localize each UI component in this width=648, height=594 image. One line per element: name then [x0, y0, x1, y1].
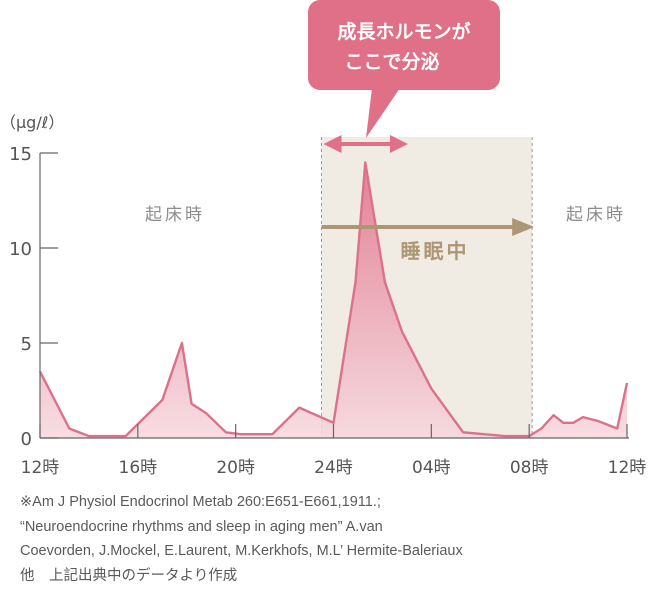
- wake-label-left: 起床時: [145, 205, 205, 225]
- source-note-line2: “Neuroendocrine rhythms and sleep in agi…: [20, 518, 383, 535]
- x-tick-label-6: 12時: [608, 458, 647, 478]
- wake-label-right: 起床時: [566, 205, 626, 225]
- callout-range-head-right: [389, 135, 408, 153]
- x-tick-label-5: 08時: [510, 458, 549, 478]
- x-tick-label-2: 20時: [216, 458, 255, 478]
- y-tick-label-15: 15: [9, 144, 32, 165]
- x-tick-label-1: 16時: [119, 458, 158, 478]
- callout-bubble: [308, 0, 500, 90]
- source-note-line1: ※Am J Physiol Endocrinol Metab 260:E651-…: [20, 494, 381, 510]
- y-unit-label: （μg/ℓ）: [0, 113, 64, 132]
- callout-range-head-left: [323, 135, 342, 153]
- x-tick-label-3: 24時: [314, 458, 353, 478]
- source-note-line3: Coevorden, J.Mockel, E.Laurent, M.Kerkho…: [20, 543, 463, 559]
- callout-text-line1: 成長ホルモンが: [337, 20, 470, 43]
- sleep-arrow-head: [512, 218, 535, 236]
- source-note-line4: 他 上記出典中のデータより作成: [20, 567, 238, 584]
- y-tick-label-0: 0: [21, 429, 32, 450]
- callout-text-line2: ここで分泌: [344, 50, 439, 73]
- source-note: ※Am J Physiol Endocrinol Metab 260:E651-…: [20, 490, 645, 588]
- y-tick-label-10: 10: [9, 239, 32, 260]
- callout-pointer: [366, 88, 400, 138]
- x-tick-label-0: 12時: [21, 458, 60, 478]
- sleep-label: 睡眠中: [401, 239, 470, 263]
- x-tick-label-4: 04時: [412, 458, 451, 478]
- y-tick-label-5: 5: [21, 334, 32, 355]
